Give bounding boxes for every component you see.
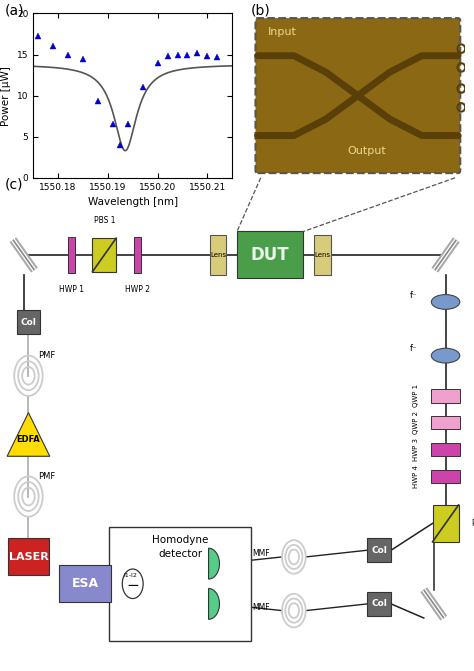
- Bar: [134, 237, 141, 274]
- Text: Output: Output: [347, 146, 386, 156]
- Bar: [314, 235, 331, 275]
- Text: (b): (b): [251, 3, 271, 17]
- Text: HWP 3: HWP 3: [413, 438, 419, 461]
- Text: MMF: MMF: [252, 549, 270, 558]
- Text: Homodyne: Homodyne: [152, 535, 208, 545]
- Bar: [67, 237, 75, 274]
- Text: MMF: MMF: [252, 603, 270, 612]
- Text: HWP 1: HWP 1: [59, 285, 83, 294]
- Text: f⁻: f⁻: [410, 291, 417, 300]
- Bar: [367, 592, 391, 616]
- Bar: [210, 235, 227, 275]
- Bar: [367, 538, 391, 562]
- Bar: [431, 443, 460, 456]
- Text: QWP 1: QWP 1: [413, 384, 419, 407]
- Ellipse shape: [431, 348, 460, 363]
- Ellipse shape: [431, 295, 460, 309]
- Text: HWP 4: HWP 4: [413, 465, 419, 488]
- Text: Col: Col: [20, 317, 36, 327]
- Circle shape: [122, 569, 143, 599]
- Bar: [59, 565, 111, 603]
- Text: ESA: ESA: [72, 577, 99, 590]
- Bar: [431, 389, 460, 403]
- Text: (a): (a): [5, 3, 24, 17]
- Text: HWP 2: HWP 2: [125, 285, 150, 294]
- Bar: [17, 310, 40, 334]
- Polygon shape: [209, 588, 219, 619]
- Text: PBS 2: PBS 2: [472, 519, 474, 528]
- Text: detector: detector: [158, 549, 202, 558]
- Bar: [431, 416, 460, 429]
- Polygon shape: [7, 413, 50, 456]
- Bar: [432, 505, 459, 542]
- Text: PMF: PMF: [38, 351, 55, 360]
- Bar: [92, 238, 116, 272]
- Text: QWP 2: QWP 2: [413, 411, 419, 434]
- Text: Col: Col: [371, 599, 387, 609]
- Text: Col: Col: [371, 546, 387, 555]
- Text: PBS 1: PBS 1: [93, 216, 115, 225]
- Y-axis label: Power [μW]: Power [μW]: [1, 66, 11, 125]
- FancyBboxPatch shape: [255, 18, 460, 173]
- Bar: [8, 538, 48, 576]
- Text: LASER: LASER: [9, 552, 48, 562]
- Text: PMF: PMF: [38, 472, 55, 481]
- Bar: [431, 470, 460, 483]
- Text: (c): (c): [5, 178, 23, 192]
- X-axis label: Wavelength [nm]: Wavelength [nm]: [88, 197, 178, 207]
- Bar: [237, 231, 303, 278]
- Text: f⁻: f⁻: [410, 344, 417, 354]
- Text: I1-I2: I1-I2: [123, 573, 137, 578]
- Text: Lens: Lens: [210, 252, 226, 258]
- Text: Lens: Lens: [314, 252, 330, 258]
- Text: DUT: DUT: [251, 246, 290, 264]
- Text: −: −: [127, 578, 139, 593]
- Polygon shape: [209, 548, 219, 579]
- Bar: [109, 527, 251, 641]
- Text: EDFA: EDFA: [17, 435, 40, 444]
- Text: Input: Input: [268, 27, 297, 36]
